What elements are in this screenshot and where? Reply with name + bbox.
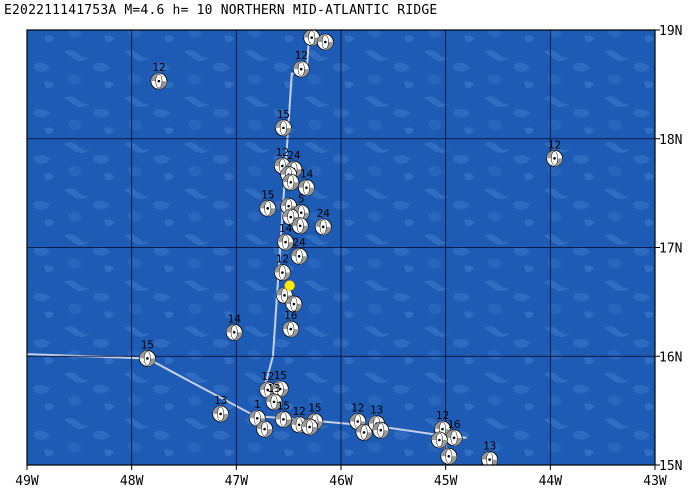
lon-tick-label: 48W bbox=[120, 474, 144, 489]
depth-label: 1 bbox=[254, 398, 261, 411]
depth-label: 12 bbox=[436, 409, 449, 422]
focal-mechanism[interactable]: 16 bbox=[445, 418, 463, 447]
focal-mechanism[interactable]: 14 bbox=[225, 312, 243, 341]
focal-mechanism[interactable]: 13 bbox=[212, 394, 230, 423]
lon-tick-label: 46W bbox=[329, 474, 353, 489]
depth-label: 12 bbox=[276, 146, 289, 159]
depth-label: 13 bbox=[370, 404, 383, 417]
depth-label: 13 bbox=[214, 394, 227, 407]
focal-mechanism[interactable]: 24 bbox=[290, 236, 308, 265]
depth-label: 15 bbox=[274, 369, 287, 382]
depth-label: 12 bbox=[548, 138, 561, 151]
depth-label: 24 bbox=[317, 207, 331, 220]
epicenter-marker bbox=[284, 280, 296, 291]
focal-mechanism[interactable]: 15 bbox=[275, 399, 292, 428]
depth-label: 5 bbox=[298, 193, 305, 206]
focal-mechanism[interactable] bbox=[256, 420, 273, 438]
lat-tick-label: 19N bbox=[659, 24, 682, 39]
lon-tick-label: 49W bbox=[15, 474, 39, 489]
depth-label: 12 bbox=[276, 253, 289, 266]
depth-label: 12 bbox=[293, 405, 306, 418]
depth-label: 15 bbox=[277, 108, 290, 121]
focal-mechanism[interactable] bbox=[316, 33, 334, 51]
depth-label: 15 bbox=[261, 188, 274, 201]
lon-tick-label: 44W bbox=[539, 474, 563, 489]
depth-label: 12 bbox=[152, 61, 165, 74]
depth-label: 14 bbox=[279, 222, 293, 235]
ridge-line bbox=[261, 30, 311, 395]
depth-label: 20 bbox=[305, 18, 318, 31]
depth-label: 14 bbox=[228, 312, 242, 325]
depth-label: 14 bbox=[300, 168, 314, 181]
depth-label: 15 bbox=[141, 338, 154, 351]
focal-mechanism[interactable]: 14 bbox=[277, 222, 294, 251]
focal-mechanism[interactable] bbox=[355, 423, 373, 441]
axis-labels: 49W 48W 47W 46W 45W 44W 43W 19N 18N 17N 16N 15N bbox=[15, 24, 682, 489]
depth-label: 12 bbox=[351, 402, 364, 415]
depth-label: 12 bbox=[261, 370, 274, 383]
depth-label: 13 bbox=[483, 440, 496, 453]
lat-tick-label: 17N bbox=[659, 242, 682, 257]
focal-mechanism[interactable] bbox=[282, 173, 300, 191]
focal-mechanism[interactable]: 12 bbox=[273, 253, 291, 281]
focal-mechanism[interactable]: 15 bbox=[275, 108, 292, 137]
lon-tick-label: 45W bbox=[434, 474, 458, 489]
focal-mechanism[interactable] bbox=[301, 418, 319, 436]
focal-mechanism[interactable] bbox=[291, 217, 309, 235]
map-title: E202211141753A M=4.6 h= 10 NORTHERN MID-… bbox=[4, 3, 438, 18]
focal-mechanism[interactable]: 15 bbox=[138, 338, 156, 367]
focal-mechanism[interactable]: 13 bbox=[481, 440, 499, 468]
focal-mechanism[interactable]: 16 bbox=[282, 309, 300, 338]
focal-mechanism[interactable]: 15 bbox=[259, 188, 277, 217]
focal-mechanism[interactable]: 13 bbox=[265, 382, 283, 411]
depth-label: 15 bbox=[277, 399, 290, 412]
lat-tick-label: 18N bbox=[659, 133, 682, 148]
depth-label: 24 bbox=[293, 236, 307, 249]
lat-tick-label: 16N bbox=[659, 350, 682, 365]
depth-label: 24 bbox=[287, 149, 301, 162]
focal-mechanism[interactable] bbox=[440, 447, 458, 465]
focal-mechanism[interactable]: 12 bbox=[150, 61, 168, 90]
depth-label: 12 bbox=[295, 49, 308, 62]
depth-label: 16 bbox=[447, 418, 460, 431]
depth-label: 13 bbox=[267, 382, 280, 395]
focal-mechanism[interactable]: 12 bbox=[546, 138, 563, 167]
focal-mechanism[interactable] bbox=[285, 295, 303, 313]
lat-tick-label: 15N bbox=[659, 459, 682, 474]
lon-tick-label: 47W bbox=[225, 474, 249, 489]
depth-label: 16 bbox=[284, 309, 297, 322]
focal-mechanism[interactable]: 24 bbox=[314, 207, 332, 236]
focal-mechanism[interactable]: 14 bbox=[298, 168, 315, 197]
focal-mechanism[interactable] bbox=[430, 431, 448, 449]
depth-label: 15 bbox=[308, 402, 321, 415]
focal-mechanism[interactable] bbox=[372, 421, 390, 439]
focal-mechanism[interactable]: 12 bbox=[292, 49, 310, 78]
lon-tick-label: 43W bbox=[643, 474, 667, 489]
